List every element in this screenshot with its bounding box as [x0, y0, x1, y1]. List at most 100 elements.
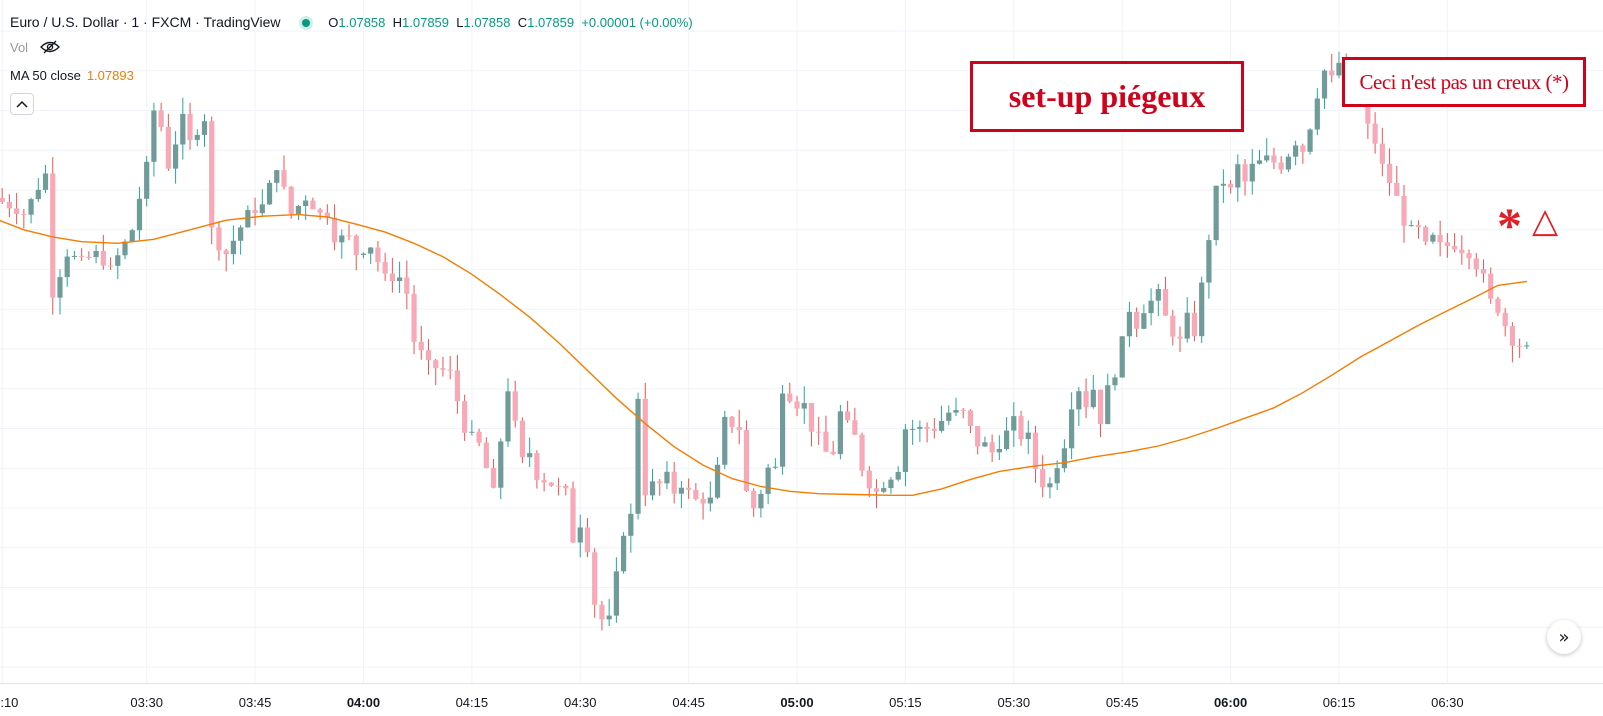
- candle-body: [151, 110, 157, 162]
- candle-body: [938, 420, 945, 431]
- candle-body: [852, 420, 858, 435]
- candle-body: [1199, 282, 1205, 337]
- candle-body: [14, 208, 20, 214]
- candle-body: [353, 235, 359, 255]
- candle-body: [613, 571, 619, 616]
- candle-body: [1466, 253, 1472, 259]
- candle: [71, 251, 78, 260]
- candle: [1184, 297, 1190, 343]
- candle: [606, 599, 612, 627]
- candle-body: [1213, 185, 1219, 241]
- candle: [953, 397, 959, 417]
- candle: [288, 185, 294, 219]
- candle: [1076, 386, 1082, 426]
- candle: [1054, 460, 1060, 490]
- candle-body: [1141, 313, 1147, 329]
- candle-body: [1321, 70, 1328, 99]
- annotation-box-not-trough: Ceci n'est pas un creux (*): [1342, 57, 1586, 107]
- candle: [21, 208, 27, 229]
- candle-body: [1249, 163, 1255, 182]
- candle: [274, 169, 280, 193]
- candle: [1444, 232, 1450, 258]
- candle: [1227, 180, 1234, 194]
- candle: [924, 422, 930, 443]
- candle-body: [476, 431, 482, 443]
- volume-legend[interactable]: Vol: [10, 40, 60, 57]
- candle-body: [592, 552, 598, 605]
- collapse-legend-button[interactable]: [10, 93, 34, 115]
- candle-body: [758, 493, 764, 509]
- candle: [382, 252, 388, 281]
- candle: [360, 252, 367, 259]
- candle-body: [751, 491, 757, 509]
- candle: [837, 404, 843, 460]
- candle: [1372, 112, 1378, 154]
- candle: [440, 356, 446, 377]
- candle-body: [252, 210, 258, 214]
- candle: [1141, 304, 1147, 330]
- candle-body: [642, 398, 648, 496]
- ohlc-values: O1.07858 H1.07859 L1.07858 C1.07859 +0.0…: [328, 15, 693, 30]
- candle: [1394, 165, 1400, 197]
- candle: [1451, 233, 1458, 253]
- candle: [1314, 88, 1320, 136]
- candle: [794, 396, 800, 417]
- ma-legend[interactable]: MA 50 close 1.07893: [10, 68, 134, 83]
- candle-body: [1011, 416, 1017, 431]
- candle: [79, 248, 85, 261]
- candle-body: [837, 411, 843, 455]
- candle: [404, 260, 410, 310]
- candle-body: [1271, 155, 1277, 163]
- candle: [245, 205, 251, 228]
- candle: [339, 229, 345, 259]
- candle-body: [238, 227, 244, 241]
- candle: [852, 407, 858, 435]
- candle-body: [1220, 183, 1226, 186]
- eye-off-icon[interactable]: [39, 40, 60, 57]
- candle: [910, 419, 916, 445]
- candle-body: [1336, 62, 1342, 76]
- candle: [888, 477, 894, 494]
- candle: [172, 131, 179, 184]
- candle-body: [1119, 336, 1125, 378]
- candle-body: [519, 420, 526, 458]
- candle: [657, 479, 663, 496]
- candle-body: [1191, 312, 1198, 337]
- candle: [490, 458, 497, 489]
- candle-body: [1025, 432, 1031, 440]
- candle: [1126, 301, 1133, 347]
- scroll-to-realtime-button[interactable]: »: [1547, 620, 1581, 654]
- candle-body: [772, 466, 778, 468]
- candle-body: [194, 134, 200, 140]
- candle: [989, 434, 995, 462]
- candle-body: [830, 451, 836, 455]
- candle: [303, 195, 309, 220]
- candle: [548, 482, 554, 487]
- candle-body: [1517, 345, 1523, 347]
- candle-body: [129, 230, 135, 242]
- candle-body: [1415, 225, 1422, 228]
- candle: [129, 228, 135, 243]
- candle-body: [714, 464, 721, 498]
- ma50-line: [0, 213, 1527, 496]
- candle: [35, 178, 41, 202]
- candle-body: [28, 199, 34, 215]
- symbol-legend[interactable]: Euro / U.S. Dollar · 1 · FXCM · TradingV…: [10, 14, 693, 30]
- candle: [816, 416, 822, 445]
- candle-body: [881, 488, 887, 492]
- time-tick-label: 05:45: [1105, 695, 1139, 710]
- symbol-title: Euro / U.S. Dollar · 1 · FXCM · TradingV…: [10, 14, 281, 30]
- candle: [1307, 128, 1313, 155]
- candle: [1524, 341, 1530, 349]
- candle-body: [375, 247, 381, 263]
- candle: [259, 189, 265, 218]
- candle: [534, 450, 540, 489]
- candle: [1011, 402, 1017, 447]
- candle: [216, 221, 222, 261]
- candle-body: [534, 453, 540, 481]
- candle: [765, 463, 771, 505]
- candle: [1256, 149, 1263, 165]
- time-axis[interactable]: 03:10 03:30 03:45 04:00 04:15 04:30 04:45 05:00…: [0, 683, 1603, 716]
- candle-body: [1177, 336, 1183, 339]
- candle-body: [1227, 183, 1234, 188]
